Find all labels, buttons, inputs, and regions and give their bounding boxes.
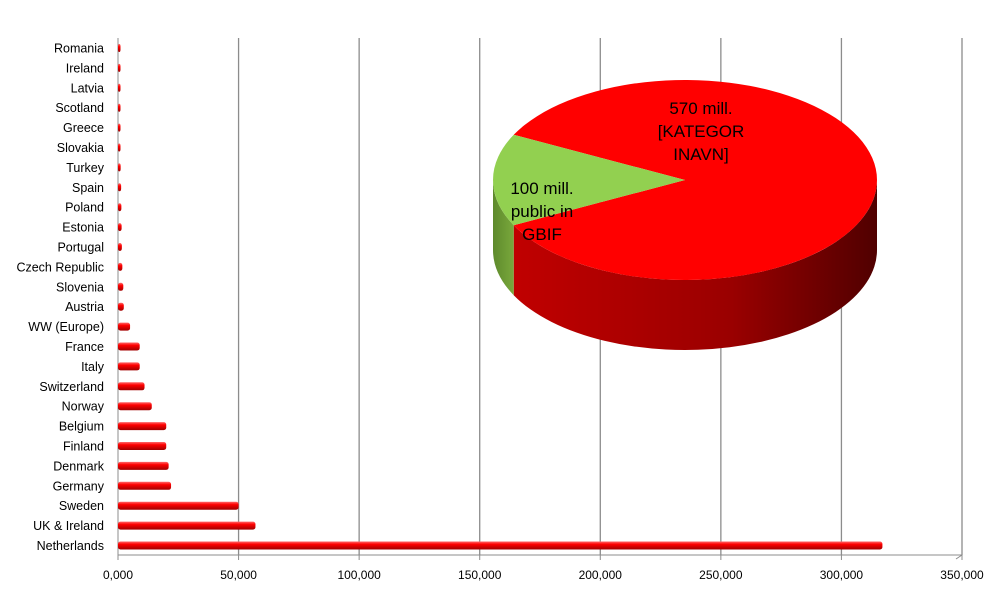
bar: [118, 322, 131, 331]
category-label: Slovenia: [56, 280, 104, 294]
category-label: Spain: [72, 181, 104, 195]
category-label: Slovakia: [57, 141, 104, 155]
category-label: Latvia: [71, 81, 104, 95]
x-tick-label: 0,000: [103, 568, 133, 582]
category-label: Denmark: [53, 459, 104, 473]
bar-chart-tick-labels: 0,000 50,000 100,000 150,000 200,000 250,000 3…: [103, 568, 984, 582]
bar: [118, 282, 124, 291]
axis-floor-edge: [955, 554, 963, 560]
category-label: France: [65, 340, 104, 354]
category-label: Czech Republic: [16, 260, 104, 274]
x-tick-label: 200,000: [579, 568, 623, 582]
category-label: Greece: [63, 121, 104, 135]
bar-chart-category-labels: Romania Ireland Latvia Scotland Greece Slovak…: [16, 42, 104, 554]
pie-slice-green-label: public in: [511, 202, 573, 221]
category-label: Finland: [63, 440, 104, 454]
category-label: Italy: [81, 360, 105, 374]
category-label: Poland: [65, 201, 104, 215]
category-label: Germany: [53, 479, 105, 493]
pie-slice-red-label: 570 mill.: [669, 99, 732, 118]
category-label: Portugal: [57, 241, 104, 255]
category-label: UK & Ireland: [33, 519, 104, 533]
bar: [118, 223, 122, 232]
pie-slice-red-label: [KATEGOR: [658, 122, 745, 141]
bar: [118, 44, 121, 52]
bar: [118, 143, 121, 152]
bar: [118, 402, 152, 411]
bar: [118, 362, 140, 371]
bar: [118, 501, 239, 510]
pie-slice-green-label: 100 mill.: [510, 179, 573, 198]
bar: [118, 63, 121, 72]
category-label: Norway: [62, 400, 105, 414]
pie-slice-green: [492, 134, 685, 226]
bar-chart-bars: [118, 44, 883, 550]
bar: [118, 183, 122, 192]
bar: [118, 103, 121, 112]
category-label: Romania: [54, 42, 104, 56]
x-tick-label: 150,000: [458, 568, 502, 582]
category-label: Turkey: [66, 161, 104, 175]
x-tick-label: 350,000: [940, 568, 984, 582]
bar: [118, 442, 167, 450]
bar: [118, 262, 123, 271]
pie-slice-green-label: GBIF: [522, 225, 562, 244]
bar-chart-axis: [117, 38, 963, 560]
pie-slice-red: [513, 79, 877, 280]
bar: [118, 83, 121, 92]
bar: [118, 302, 124, 311]
bar: [118, 342, 140, 351]
category-label: Austria: [65, 300, 104, 314]
pie-chart: 570 mill. [KATEGOR INAVN] 100 mill. public i…: [492, 79, 877, 351]
pie-slice-red-label: INAVN]: [673, 145, 728, 164]
category-label: Scotland: [55, 101, 104, 115]
category-label: Sweden: [59, 499, 104, 513]
x-tick-label: 300,000: [820, 568, 864, 582]
pie-side-red: [513, 180, 877, 351]
category-label: Netherlands: [37, 539, 104, 553]
category-label: Ireland: [66, 61, 104, 75]
bar: [118, 521, 256, 530]
x-tick-label: 100,000: [337, 568, 381, 582]
bar: [118, 123, 121, 132]
bar: [118, 541, 883, 550]
bar: [118, 382, 145, 391]
bar: [118, 243, 122, 251]
bar: [118, 163, 121, 172]
bar: [118, 422, 167, 431]
category-label: Estonia: [62, 221, 104, 235]
category-label: WW (Europe): [28, 320, 104, 334]
x-tick-label: 250,000: [699, 568, 743, 582]
bar: [118, 203, 122, 212]
pie-side-green: [493, 180, 514, 296]
category-label: Switzerland: [39, 380, 104, 394]
bar: [118, 461, 169, 470]
x-tick-label: 50,000: [220, 568, 257, 582]
bar: [118, 481, 172, 490]
category-label: Belgium: [59, 420, 104, 434]
